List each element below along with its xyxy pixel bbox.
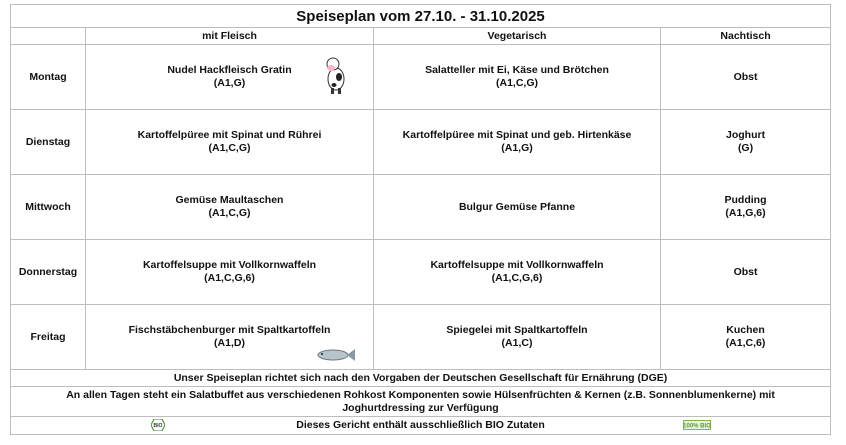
salad-note: An allen Tagen steht ein Salatbuffet aus… xyxy=(9,386,832,417)
bio-seal-icon: BIO xyxy=(151,419,165,431)
veg-allergens: (A1,C,G,6) xyxy=(491,272,543,284)
fish-icon xyxy=(317,349,355,361)
veg-dish-name: Salatteller mit Ei, Käse und Brötchen xyxy=(425,64,609,76)
meat-dish: Kartoffelsuppe mit Vollkornwaffeln (A1,C,… xyxy=(85,239,374,305)
veg-allergens: (A1,C) xyxy=(501,337,533,349)
day-row: Dienstag Kartoffelpüree mit Spinat und Rü… xyxy=(10,109,832,175)
day-row: Donnerstag Kartoffelsuppe mit Vollkornwaf… xyxy=(10,239,832,305)
dessert-allergens: (G) xyxy=(737,142,754,154)
menu-table: Speiseplan vom 27.10. - 31.10.2025 mit F… xyxy=(9,4,832,435)
day-label: Freitag xyxy=(10,304,86,370)
veg-dish-name: Bulgur Gemüse Pfanne xyxy=(458,200,576,213)
day-row: Mittwoch Gemüse Maultaschen (A1,C,G) Bulgur… xyxy=(10,174,832,240)
veg-dish: Salatteller mit Ei, Käse und Brötchen (A1… xyxy=(373,44,661,110)
meat-dish: Gemüse Maultaschen (A1,C,G) xyxy=(85,174,374,240)
page-title: Speiseplan vom 27.10. - 31.10.2025 xyxy=(9,4,832,28)
header-dessert: Nachtisch xyxy=(659,27,832,45)
header-veg: Vegetarisch xyxy=(373,27,661,45)
meat-dish: Fischstäbchenburger mit Spaltkartoffeln(… xyxy=(85,304,374,370)
meat-dish-name: Kartoffelpüree mit Spinat und Rührei xyxy=(137,129,322,141)
dessert-allergens: (A1,C,6) xyxy=(725,337,766,349)
dessert: Kuchen (A1,C,6) xyxy=(659,304,832,370)
veg-allergens: (A1,G) xyxy=(501,142,533,154)
svg-text:BIO: BIO xyxy=(154,423,163,429)
veg-dish-name: Spiegelei mit Spaltkartoffeln xyxy=(446,324,588,336)
dessert-name: Obst xyxy=(733,265,758,278)
veg-dish-name: Kartoffelpüree mit Spinat und geb. Hirte… xyxy=(402,129,632,141)
meat-dish-name: Fischstäbchenburger mit Spaltkartoffeln xyxy=(128,324,331,336)
dessert: Obst xyxy=(659,239,832,305)
dessert-name: Kuchen xyxy=(726,324,765,336)
day-label: Donnerstag xyxy=(10,239,86,305)
dessert: Pudding (A1,G,6) xyxy=(659,174,832,240)
dessert-name: Pudding xyxy=(724,194,767,206)
day-label: Montag xyxy=(10,44,86,110)
meat-allergens: (A1,D) xyxy=(214,337,245,349)
dessert-name: Joghurt xyxy=(725,129,766,141)
cow-icon xyxy=(326,57,345,94)
meat-allergens: (A1,G) xyxy=(213,77,246,89)
veg-dish: Bulgur Gemüse Pfanne xyxy=(373,174,661,240)
bio-note-text: Dieses Gericht enthält ausschließlich BI… xyxy=(296,419,545,431)
meat-dish: Kartoffelpüree mit Spinat und Rührei (A1,… xyxy=(85,109,374,175)
salad-note-line1: An allen Tagen steht ein Salatbuffet aus… xyxy=(66,388,775,401)
veg-dish-name: Kartoffelsuppe mit Vollkornwaffeln xyxy=(430,259,604,271)
veg-dish: Kartoffelsuppe mit Vollkornwaffeln (A1,C,… xyxy=(373,239,661,305)
day-row: Freitag Fischstäbchenburger mit Spaltkart… xyxy=(10,304,832,370)
dessert-allergens: (A1,G,6) xyxy=(725,207,766,219)
veg-dish: Kartoffelpüree mit Spinat und geb. Hirte… xyxy=(373,109,661,175)
dessert: Joghurt (G) xyxy=(659,109,832,175)
dge-note: Unser Speiseplan richtet sich nach den V… xyxy=(9,369,832,387)
dessert-name: Obst xyxy=(733,70,758,83)
meat-dish-name: Gemüse Maultaschen xyxy=(175,194,284,206)
header-day xyxy=(10,27,86,45)
veg-allergens: (A1,C,G) xyxy=(496,77,538,89)
svg-text:100% BIO: 100% BIO xyxy=(683,424,711,430)
meat-allergens: (A1,C,G) xyxy=(208,207,251,219)
meat-allergens: (A1,C,G) xyxy=(208,142,251,154)
meat-dish: Nudel Hackfleisch Gratin (A1,G) xyxy=(85,44,374,110)
bio-100-icon: 100% BIO xyxy=(683,420,711,430)
header-meat: mit Fleisch xyxy=(85,27,374,45)
day-label: Mittwoch xyxy=(10,174,86,240)
day-label: Dienstag xyxy=(10,109,86,175)
meat-allergens: (A1,C,G,6) xyxy=(204,272,255,284)
meat-dish-name: Kartoffelsuppe mit Vollkornwaffeln xyxy=(142,259,317,271)
dessert: Obst xyxy=(659,44,832,110)
salad-note-line2: Joghurtdressing zur Verfügung xyxy=(342,401,499,414)
veg-dish: Spiegelei mit Spaltkartoffeln (A1,C) xyxy=(373,304,661,370)
day-row: Montag Nudel Hackfleisch Gratin (A1,G) Sala… xyxy=(10,44,832,110)
meat-dish-name: Nudel Hackfleisch Gratin xyxy=(167,64,292,76)
bio-note: BIO Dieses Gericht enthält ausschließlic… xyxy=(9,416,832,435)
